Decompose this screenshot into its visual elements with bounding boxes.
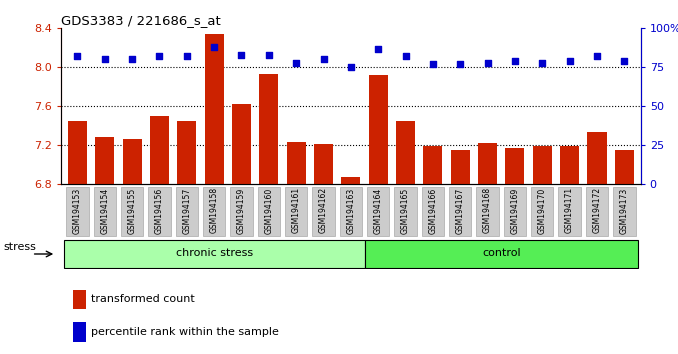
Text: GSM194164: GSM194164 [374,187,382,234]
Text: GSM194156: GSM194156 [155,187,164,234]
FancyBboxPatch shape [94,187,116,236]
FancyBboxPatch shape [449,187,471,236]
FancyBboxPatch shape [340,187,362,236]
Text: transformed count: transformed count [92,295,195,304]
Point [100,57,111,62]
FancyBboxPatch shape [176,187,198,236]
Bar [232,104,251,184]
Point [72,53,83,59]
Text: percentile rank within the sample: percentile rank within the sample [92,327,279,337]
Point [400,53,411,59]
FancyBboxPatch shape [121,187,143,236]
Text: chronic stress: chronic stress [176,249,253,258]
Bar [615,150,634,184]
Text: GSM194154: GSM194154 [100,187,109,234]
Point [236,52,247,58]
FancyBboxPatch shape [66,187,89,236]
Bar [205,34,224,184]
Text: GSM194165: GSM194165 [401,187,410,234]
Bar [150,116,169,184]
Point [373,46,384,51]
FancyBboxPatch shape [285,187,307,236]
Text: GSM194167: GSM194167 [456,187,464,234]
FancyBboxPatch shape [477,187,499,236]
Bar [587,132,607,184]
FancyBboxPatch shape [395,187,417,236]
Text: GSM194158: GSM194158 [210,187,218,234]
Point [209,44,220,50]
FancyBboxPatch shape [531,187,553,236]
FancyBboxPatch shape [422,187,444,236]
Bar [560,146,579,184]
Point [291,60,302,65]
Bar [314,144,333,184]
Text: GSM194160: GSM194160 [264,187,273,234]
Bar [341,177,361,184]
Bar [177,121,197,184]
FancyBboxPatch shape [586,187,608,236]
Text: GSM194170: GSM194170 [538,187,546,234]
Point [264,52,275,58]
Text: GSM194169: GSM194169 [511,187,519,234]
Text: GSM194166: GSM194166 [428,187,437,234]
Bar [95,137,115,184]
Point [455,61,466,67]
Point [154,53,165,59]
Text: GDS3383 / 221686_s_at: GDS3383 / 221686_s_at [61,14,221,27]
Point [509,58,520,64]
FancyBboxPatch shape [231,187,253,236]
FancyBboxPatch shape [367,187,389,236]
Text: stress: stress [3,242,36,252]
Point [482,60,493,65]
Bar [505,148,525,184]
FancyBboxPatch shape [613,187,635,236]
Text: GSM194157: GSM194157 [182,187,191,234]
Point [182,53,193,59]
Text: GSM194161: GSM194161 [292,187,300,234]
Bar [287,142,306,184]
FancyBboxPatch shape [148,187,171,236]
FancyBboxPatch shape [313,187,335,236]
Bar [73,290,85,309]
Bar [423,146,443,184]
Point [127,57,138,62]
Point [318,57,329,62]
FancyBboxPatch shape [559,187,581,236]
Bar [478,143,497,184]
Text: GSM194159: GSM194159 [237,187,246,234]
Text: GSM194153: GSM194153 [73,187,82,234]
Text: GSM194173: GSM194173 [620,187,629,234]
Bar [73,322,85,342]
Bar [451,150,470,184]
Point [591,53,602,59]
Text: GSM194171: GSM194171 [565,187,574,234]
Text: control: control [482,249,521,258]
Point [427,61,438,67]
Text: GSM194162: GSM194162 [319,187,328,234]
Bar [123,139,142,184]
Bar [259,74,279,184]
Bar [68,121,87,184]
Point [345,64,357,70]
FancyBboxPatch shape [258,187,280,236]
Bar [396,121,415,184]
FancyBboxPatch shape [64,240,365,268]
FancyBboxPatch shape [203,187,225,236]
Bar [533,146,552,184]
FancyBboxPatch shape [504,187,526,236]
Point [564,58,575,64]
FancyBboxPatch shape [365,240,638,268]
Point [619,58,630,64]
Point [537,60,548,65]
Text: GSM194172: GSM194172 [593,187,601,234]
Bar [369,75,388,184]
Text: GSM194163: GSM194163 [346,187,355,234]
Text: GSM194168: GSM194168 [483,187,492,234]
Text: GSM194155: GSM194155 [127,187,136,234]
